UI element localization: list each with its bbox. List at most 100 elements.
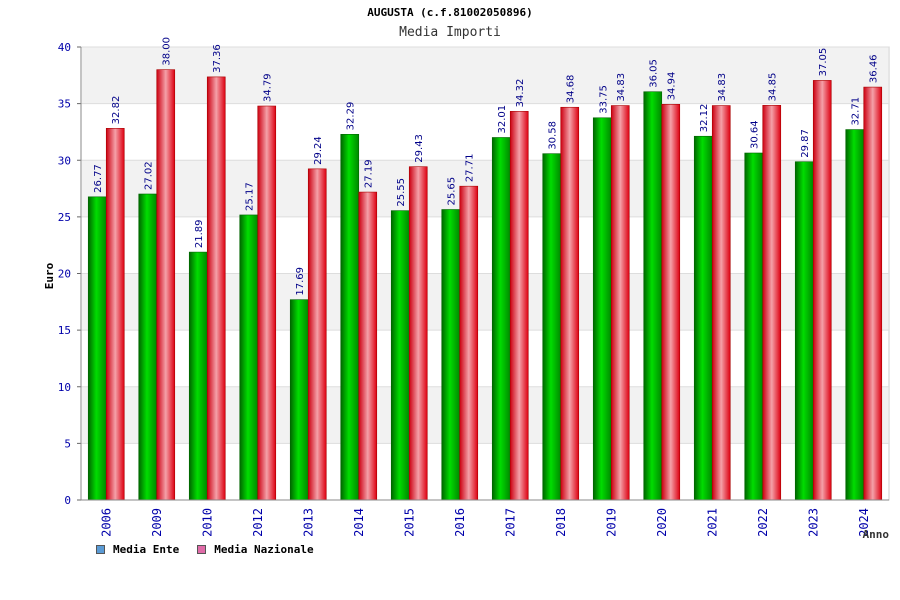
data-label: 29.43	[414, 134, 425, 163]
y-tick-label: 40	[58, 41, 71, 54]
x-tick-label: 2017	[503, 508, 517, 537]
bar-nazionale-2019	[610, 105, 630, 501]
x-tick-label: 2012	[251, 508, 265, 537]
bar-nazionale-2021	[711, 105, 731, 501]
data-label: 36.46	[869, 54, 880, 83]
data-label: 34.83	[616, 73, 627, 102]
data-label: 30.64	[750, 120, 761, 149]
data-label: 34.79	[263, 73, 274, 102]
data-label: 37.05	[818, 48, 829, 77]
bar-nazionale-2016	[459, 185, 479, 501]
bar-ente-2017	[491, 137, 511, 501]
x-tick-label: 2024	[857, 508, 871, 537]
bar-ente-2023	[794, 161, 814, 501]
bar-nazionale-2020	[661, 104, 681, 501]
data-label: 27.19	[364, 159, 375, 188]
x-tick-label: 2021	[705, 508, 719, 537]
y-tick-label: 25	[58, 211, 71, 224]
x-tick-label: 2014	[352, 508, 366, 537]
y-tick-label: 5	[64, 437, 71, 450]
y-tick-label: 10	[58, 381, 71, 394]
bar-nazionale-2014	[358, 191, 378, 501]
bar-nazionale-2010	[206, 76, 226, 501]
data-label: 38.00	[162, 37, 173, 66]
y-axis-label: Euro	[43, 262, 56, 289]
y-tick-label: 30	[58, 154, 71, 167]
data-label: 34.83	[717, 73, 728, 102]
data-label: 36.05	[649, 59, 660, 88]
bar-nazionale-2022	[762, 105, 782, 501]
chart-title: AUGUSTA (c.f.81002050896)	[367, 6, 533, 19]
y-tick-label: 0	[64, 494, 71, 507]
bar-ente-2019	[592, 117, 612, 501]
bar-ente-2021	[693, 135, 713, 501]
legend-swatch-nazionale	[197, 545, 207, 554]
x-tick-label: 2022	[756, 508, 770, 537]
bar-ente-2012	[239, 214, 259, 501]
bar-nazionale-2009	[156, 69, 176, 501]
bar-ente-2020	[643, 91, 663, 501]
data-label: 32.29	[346, 102, 357, 131]
data-label: 32.01	[497, 105, 508, 134]
x-tick-label: 2009	[150, 508, 164, 537]
data-label: 33.75	[598, 85, 609, 114]
data-label: 21.89	[194, 219, 205, 248]
data-label: 29.87	[800, 129, 811, 158]
bar-nazionale-2015	[408, 166, 428, 501]
data-label: 27.02	[144, 161, 155, 190]
legend-label-nazionale: Media Nazionale	[214, 543, 314, 556]
y-tick-label: 35	[58, 98, 71, 111]
data-label: 29.24	[313, 136, 324, 165]
bar-ente-2018	[542, 153, 562, 501]
bar-nazionale-2018	[560, 106, 580, 501]
bar-nazionale-2017	[509, 111, 529, 501]
x-tick-label: 2018	[554, 508, 568, 537]
data-label: 32.71	[851, 97, 862, 126]
bar-nazionale-2024	[863, 86, 883, 501]
bar-ente-2010	[188, 251, 208, 501]
data-label: 17.69	[295, 267, 306, 296]
legend-item-media-nazionale: Media Nazionale	[197, 543, 314, 556]
data-label: 32.12	[699, 104, 710, 133]
bar-ente-2014	[340, 134, 360, 501]
data-label: 25.17	[245, 182, 256, 211]
data-label: 34.32	[515, 79, 526, 108]
bar-ente-2009	[138, 193, 158, 501]
bar-nazionale-2006	[105, 128, 125, 501]
bar-ente-2006	[87, 196, 107, 501]
bar-ente-2022	[744, 152, 764, 501]
legend-swatch-ente	[96, 545, 105, 554]
bar-ente-2015	[390, 210, 410, 501]
x-tick-label: 2023	[806, 508, 820, 537]
data-label: 26.77	[93, 164, 104, 193]
data-label: 25.65	[447, 177, 458, 206]
bar-ente-2013	[289, 299, 309, 501]
data-label: 34.94	[667, 72, 678, 101]
y-tick-label: 15	[58, 324, 71, 337]
x-tick-label: 2010	[200, 508, 214, 537]
data-label: 32.82	[111, 96, 122, 125]
chart-subtitle: Media Importi	[399, 25, 501, 40]
axes-group: 0 5 10 15 20 25 30 35 40 2006 2009 2010 2012 2013 2014…	[58, 41, 889, 537]
bar-ente-2024	[845, 129, 865, 501]
x-tick-label: 2013	[301, 508, 315, 537]
bar-nazionale-2013	[307, 168, 327, 501]
legend-label-ente: Media Ente	[113, 543, 180, 556]
x-tick-label: 2019	[604, 508, 618, 537]
x-tick-label: 2006	[99, 508, 113, 537]
x-axis-label: Anno	[863, 528, 890, 541]
bar-nazionale-2023	[812, 80, 832, 501]
data-label: 30.58	[548, 121, 559, 150]
legend: Media Ente Media Nazionale	[96, 543, 314, 556]
x-tick-label: 2016	[453, 508, 467, 537]
bar-ente-2016	[441, 209, 461, 501]
data-label: 34.68	[566, 75, 577, 104]
x-tick-label: 2020	[655, 508, 669, 537]
data-label: 27.71	[465, 154, 476, 183]
y-tick-label: 20	[58, 268, 71, 281]
data-label: 25.55	[396, 178, 407, 207]
data-label: 34.85	[768, 73, 779, 102]
legend-item-media-ente: Media Ente	[96, 543, 179, 556]
bar-nazionale-2012	[257, 105, 277, 501]
